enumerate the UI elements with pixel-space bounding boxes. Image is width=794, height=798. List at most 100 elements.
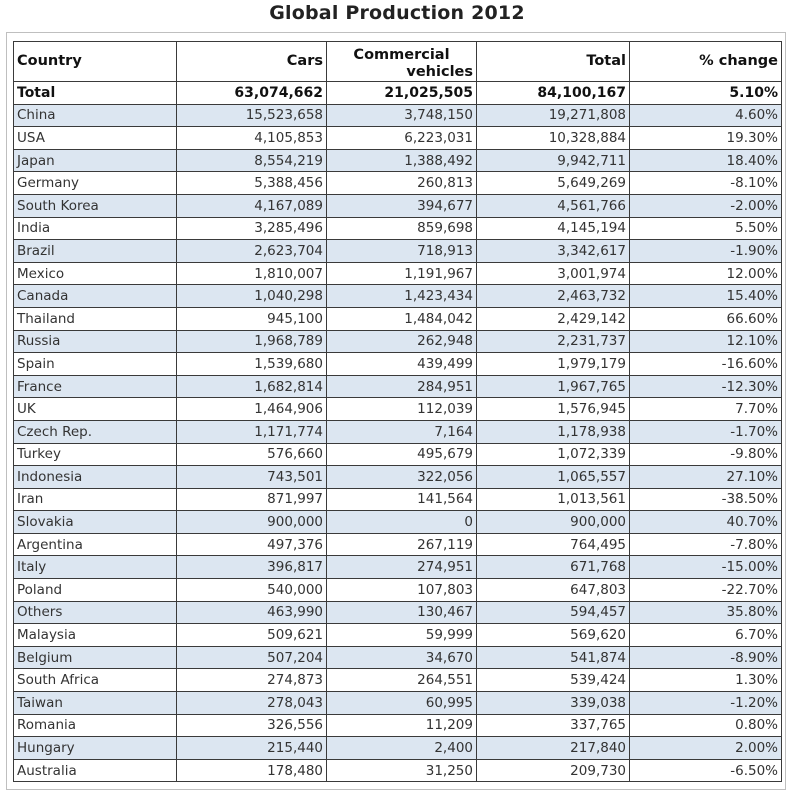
table-row: Romania 326,556 11,209 337,765 0.80%	[13, 713, 782, 738]
country-cell: Argentina	[13, 532, 177, 557]
total-cell: 1,967,765	[476, 374, 630, 399]
table-row: France 1,682,814 284,951 1,967,765 -12.30%	[13, 374, 782, 399]
cars-cell: 463,990	[176, 600, 327, 625]
table-row: Italy 396,817 274,951 671,768 -15.00%	[13, 555, 782, 580]
header-country: Country	[13, 41, 177, 82]
change-cell: 2.00%	[629, 736, 782, 760]
commercial-cell: 141,564	[326, 487, 477, 512]
cars-cell: 900,000	[176, 510, 327, 534]
total-cell: 539,424	[476, 668, 630, 693]
commercial-cell: 11,209	[326, 713, 477, 738]
total-cell: 671,768	[476, 555, 630, 580]
cars-cell: 945,100	[176, 306, 327, 331]
cars-cell: 274,873	[176, 668, 327, 693]
change-cell: 19.30%	[629, 126, 782, 150]
cars-cell: 1,810,007	[176, 261, 327, 286]
change-cell: -12.30%	[629, 374, 782, 399]
table-row: Spain 1,539,680 439,499 1,979,179 -16.60%	[13, 352, 782, 376]
change-cell: 6.70%	[629, 623, 782, 647]
total-cell: 2,429,142	[476, 306, 630, 331]
country-cell: Germany	[13, 171, 177, 195]
change-cell: -16.60%	[629, 352, 782, 376]
table-row: South Korea 4,167,089 394,677 4,561,766 -2.0…	[13, 193, 782, 218]
commercial-cell: 3,748,150	[326, 103, 477, 128]
total-row: Total 63,074,662 21,025,505 84,100,167 5…	[13, 81, 782, 105]
cars-cell: 326,556	[176, 713, 327, 738]
country-cell: Taiwan	[13, 691, 177, 715]
cars-cell: 5,388,456	[176, 171, 327, 195]
cars-cell: 215,440	[176, 736, 327, 760]
total-cell: 10,328,884	[476, 126, 630, 150]
cars-cell: 3,285,496	[176, 216, 327, 241]
change-cell: 5.50%	[629, 216, 782, 241]
table-row: Mexico 1,810,007 1,191,967 3,001,974 12.00%	[13, 261, 782, 286]
country-cell: South Korea	[13, 193, 177, 218]
country-cell: Others	[13, 600, 177, 625]
cars-cell: 2,623,704	[176, 239, 327, 263]
table-row: Canada 1,040,298 1,423,434 2,463,732 15.40%	[13, 284, 782, 308]
total-cell: 4,561,766	[476, 193, 630, 218]
total-change: 5.10%	[629, 81, 782, 105]
country-cell: Indonesia	[13, 465, 177, 489]
change-cell: -38.50%	[629, 487, 782, 512]
commercial-cell: 1,191,967	[326, 261, 477, 286]
total-cell: 1,065,557	[476, 465, 630, 489]
total-cars: 63,074,662	[176, 81, 327, 105]
cars-cell: 497,376	[176, 532, 327, 557]
table-row: USA 4,105,853 6,223,031 10,328,884 19.30%	[13, 126, 782, 150]
cars-cell: 4,167,089	[176, 193, 327, 218]
country-cell: Belgium	[13, 645, 177, 670]
change-cell: 18.40%	[629, 148, 782, 173]
commercial-cell: 260,813	[326, 171, 477, 195]
commercial-cell: 59,999	[326, 623, 477, 647]
header-cars: Cars	[176, 41, 327, 82]
table-row: Taiwan 278,043 60,995 339,038 -1.20%	[13, 691, 782, 715]
total-cell: 2,463,732	[476, 284, 630, 308]
commercial-cell: 284,951	[326, 374, 477, 399]
country-cell: Japan	[13, 148, 177, 173]
total-cell: 1,979,179	[476, 352, 630, 376]
commercial-cell: 439,499	[326, 352, 477, 376]
country-cell: Russia	[13, 329, 177, 354]
country-cell: Canada	[13, 284, 177, 308]
cars-cell: 743,501	[176, 465, 327, 489]
country-cell: Malaysia	[13, 623, 177, 647]
cars-cell: 1,464,906	[176, 397, 327, 421]
cars-cell: 507,204	[176, 645, 327, 670]
change-cell: -1.90%	[629, 239, 782, 263]
cars-cell: 4,105,853	[176, 126, 327, 150]
commercial-cell: 2,400	[326, 736, 477, 760]
country-cell: Thailand	[13, 306, 177, 331]
table-row: Argentina 497,376 267,119 764,495 -7.80%	[13, 532, 782, 557]
cars-cell: 1,171,774	[176, 419, 327, 444]
total-cell: 3,342,617	[476, 239, 630, 263]
cars-cell: 1,682,814	[176, 374, 327, 399]
commercial-cell: 262,948	[326, 329, 477, 354]
commercial-cell: 31,250	[326, 758, 477, 783]
total-cell: 339,038	[476, 691, 630, 715]
commercial-cell: 274,951	[326, 555, 477, 580]
commercial-cell: 1,388,492	[326, 148, 477, 173]
cars-cell: 1,968,789	[176, 329, 327, 354]
table-row: Slovakia 900,000 0 900,000 40.70%	[13, 510, 782, 534]
header-commercial-vehicles: Commercial vehicles	[326, 41, 477, 82]
header-percent-change: % change	[629, 41, 782, 82]
country-cell: India	[13, 216, 177, 241]
table-row: Turkey 576,660 495,679 1,072,339 -9.80%	[13, 442, 782, 467]
country-cell: Brazil	[13, 239, 177, 263]
change-cell: 66.60%	[629, 306, 782, 331]
total-cell: 1,178,938	[476, 419, 630, 444]
change-cell: -7.80%	[629, 532, 782, 557]
total-cell: 3,001,974	[476, 261, 630, 286]
table-row: India 3,285,496 859,698 4,145,194 5.50%	[13, 216, 782, 241]
change-cell: -2.00%	[629, 193, 782, 218]
commercial-cell: 130,467	[326, 600, 477, 625]
table-row: Australia 178,480 31,250 209,730 -6.50%	[13, 758, 782, 783]
cars-cell: 1,040,298	[176, 284, 327, 308]
total-cell: 900,000	[476, 510, 630, 534]
total-cell: 647,803	[476, 578, 630, 602]
header-total: Total	[476, 41, 630, 82]
cars-cell: 1,539,680	[176, 352, 327, 376]
change-cell: 0.80%	[629, 713, 782, 738]
country-cell: Hungary	[13, 736, 177, 760]
